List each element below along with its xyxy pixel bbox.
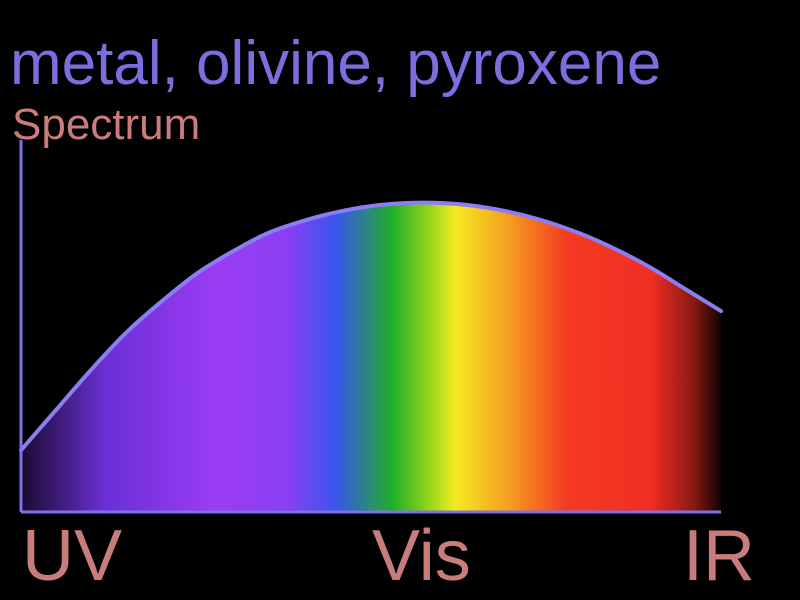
chart-subtitle: Spectrum xyxy=(12,100,201,149)
series-line xyxy=(19,200,723,453)
x-tick-labels: UV Vis IR xyxy=(22,516,755,596)
spectrum-area xyxy=(21,202,721,512)
x-tick-label-uv: UV xyxy=(22,516,122,596)
x-tick-label-ir: IR xyxy=(683,516,755,596)
x-tick-label-vis: Vis xyxy=(372,516,471,596)
chart-title: metal, olivine, pyroxene xyxy=(10,29,662,98)
